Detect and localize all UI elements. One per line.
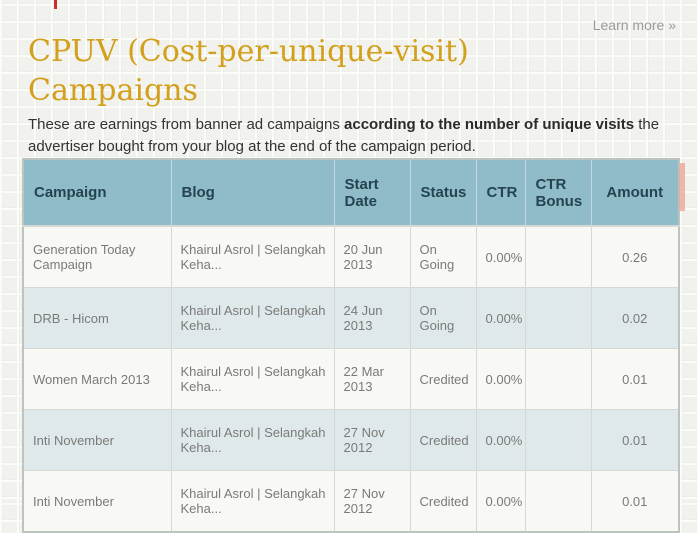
table-row: Inti November Khairul Asrol | Selangkah …: [22, 409, 680, 471]
column-header-ctr: CTR: [475, 159, 525, 227]
cell-ctr-bonus: [524, 287, 592, 349]
cell-ctr-bonus: [524, 470, 592, 533]
cell-amount: 0.01: [590, 409, 680, 471]
description-text-start: These are earnings from banner ad campai…: [28, 116, 345, 133]
cell-blog: Khairul Asrol | Selangkah Keha...: [170, 470, 335, 533]
page-title-line2: Campaigns: [28, 73, 198, 109]
cell-blog: Khairul Asrol | Selangkah Keha...: [170, 225, 335, 288]
cell-amount: 0.01: [590, 470, 680, 533]
cell-start-date: 27 Nov 2012: [333, 409, 411, 471]
cell-start-date: 27 Nov 2012: [333, 470, 411, 533]
cell-status: Credited: [409, 470, 477, 533]
column-header-ctr-bonus: CTR Bonus: [524, 159, 591, 227]
campaigns-table: Campaign Blog Start Date Status CTR CTR …: [22, 158, 680, 533]
cell-start-date: 20 Jun 2013: [333, 225, 411, 288]
cell-campaign: Inti November: [22, 470, 172, 533]
cell-ctr: 0.00%: [475, 470, 526, 533]
campaigns-table-container: Campaign Blog Start Date Status CTR CTR …: [22, 158, 685, 533]
cell-ctr: 0.00%: [475, 225, 526, 288]
cell-campaign: Generation Today Campaign: [22, 225, 172, 288]
cell-status: Credited: [409, 409, 477, 471]
cell-blog: Khairul Asrol | Selangkah Keha...: [170, 348, 335, 410]
cell-ctr: 0.00%: [475, 287, 526, 349]
learn-more-link[interactable]: Learn more »: [592, 17, 676, 33]
cell-campaign: DRB - Hicom: [22, 287, 172, 349]
page-title-line1: CPUV (Cost-per-unique-visit): [28, 34, 469, 70]
cell-start-date: 22 Mar 2013: [333, 348, 411, 410]
column-header-blog: Blog: [170, 159, 334, 227]
cell-status: On Going: [409, 287, 477, 349]
table-header-row: Campaign Blog Start Date Status CTR CTR …: [23, 159, 679, 227]
cell-status: On Going: [409, 225, 477, 288]
table-row: Women March 2013 Khairul Asrol | Selangk…: [22, 348, 680, 410]
decorative-strip: [679, 163, 685, 211]
page-title: CPUV (Cost-per-unique-visit) Campaigns: [28, 32, 588, 110]
cell-ctr: 0.00%: [475, 348, 526, 410]
page-description: These are earnings from banner ad campai…: [28, 114, 678, 158]
table-row: DRB - Hicom Khairul Asrol | Selangkah Ke…: [22, 287, 680, 349]
cell-blog: Khairul Asrol | Selangkah Keha...: [170, 409, 335, 471]
description-text-bold: according to the number of unique visits: [344, 116, 635, 133]
cell-ctr-bonus: [524, 225, 592, 288]
cell-blog: Khairul Asrol | Selangkah Keha...: [170, 287, 335, 349]
column-header-amount: Amount: [590, 159, 679, 227]
cell-status: Credited: [409, 348, 477, 410]
column-header-status: Status: [409, 159, 476, 227]
column-header-start-date: Start Date: [333, 159, 410, 227]
cell-amount: 0.01: [590, 348, 680, 410]
cell-campaign: Inti November: [22, 409, 172, 471]
cell-campaign: Women March 2013: [22, 348, 172, 410]
description-text-end: the advertiser bought from your blog at …: [28, 116, 660, 155]
cell-amount: 0.02: [590, 287, 680, 349]
table-row: Generation Today Campaign Khairul Asrol …: [22, 225, 680, 288]
cell-ctr: 0.00%: [475, 409, 526, 471]
cell-amount: 0.26: [590, 225, 680, 288]
column-header-campaign: Campaign: [23, 159, 171, 227]
cell-ctr-bonus: [524, 409, 592, 471]
red-tick-mark: [54, 0, 57, 9]
cell-start-date: 24 Jun 2013: [333, 287, 411, 349]
cell-ctr-bonus: [524, 348, 592, 410]
table-row: Inti November Khairul Asrol | Selangkah …: [22, 470, 680, 533]
